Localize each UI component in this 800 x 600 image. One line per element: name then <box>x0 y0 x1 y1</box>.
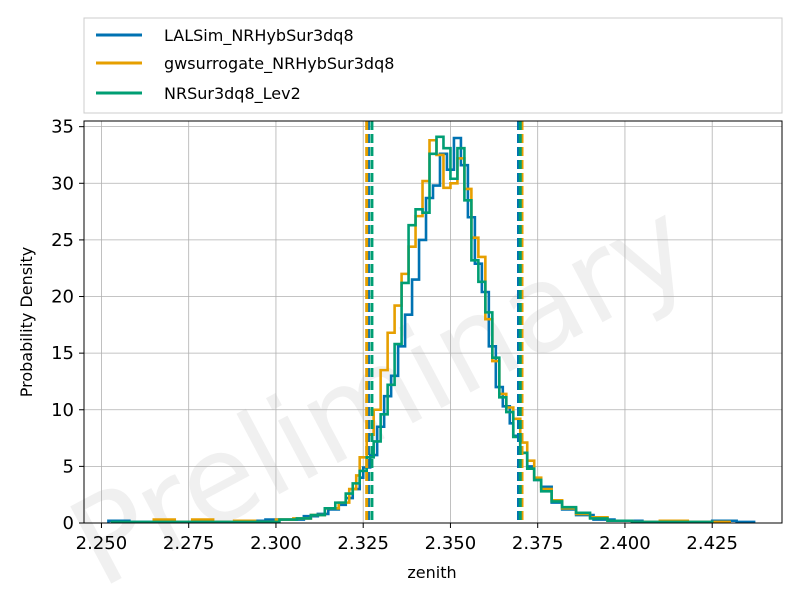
x-tick-label: 2.300 <box>250 533 302 554</box>
ci-layer <box>365 121 524 523</box>
series-layer <box>107 135 756 524</box>
legend: LALSim_NRHybSur3dq8 gwsurrogate_NRHybSur… <box>83 17 783 114</box>
y-tick-label: 10 <box>51 400 74 421</box>
x-tick-label: 2.375 <box>512 533 564 554</box>
y-axis-label: Probability Density <box>17 247 36 398</box>
legend-label-2: NRSur3dq8_Lev2 <box>164 84 301 104</box>
legend-frame <box>83 17 783 114</box>
y-tick-label: 25 <box>51 230 74 251</box>
y-tick-label: 20 <box>51 287 74 308</box>
x-tick-label: 2.275 <box>163 533 215 554</box>
legend-label-1: gwsurrogate_NRHybSur3dq8 <box>164 54 394 74</box>
y-tick-label: 30 <box>51 173 74 194</box>
y-tick-layer: 0 5 10 15 20 25 30 35 <box>51 117 84 534</box>
plot-frame <box>83 120 783 524</box>
x-tick-label: 2.325 <box>337 533 389 554</box>
x-tick-label: 2.400 <box>599 533 651 554</box>
x-tick-layer: 2.250 2.275 2.300 2.325 2.350 2.375 2.400 2.425 <box>76 523 738 554</box>
y-tick-label: 15 <box>51 343 74 364</box>
x-tick-label: 2.350 <box>425 533 477 554</box>
x-tick-label: 2.425 <box>686 533 738 554</box>
y-tick-label: 0 <box>63 513 74 534</box>
x-tick-label: 2.250 <box>76 533 128 554</box>
x-axis-label: zenith <box>407 563 456 582</box>
y-tick-label: 5 <box>63 456 74 477</box>
y-tick-label: 35 <box>51 117 74 138</box>
histogram-series-2 <box>110 135 714 524</box>
legend-label-0: LALSim_NRHybSur3dq8 <box>164 26 354 46</box>
